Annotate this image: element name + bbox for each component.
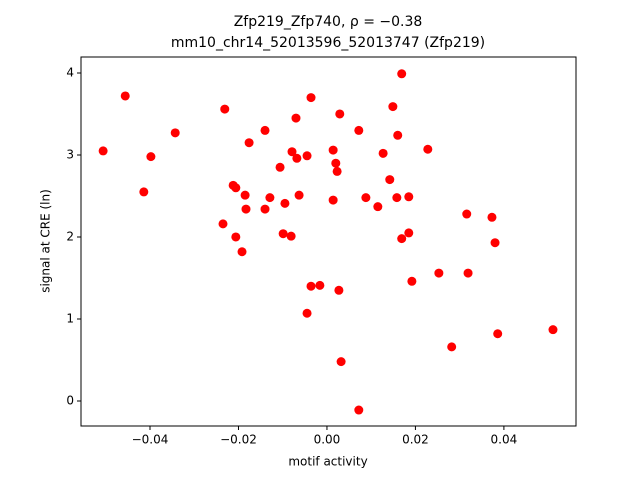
- point: [335, 109, 345, 119]
- y-tick-label: 0: [66, 393, 74, 407]
- point: [447, 342, 457, 352]
- point: [275, 162, 285, 172]
- y-axis-label: signal at CRE (ln): [39, 189, 53, 293]
- point: [463, 268, 473, 278]
- point: [336, 357, 346, 367]
- x-tick-label: −0.02: [220, 433, 257, 447]
- chart-subtitle: mm10_chr14_52013596_52013747 (Zfp219): [171, 35, 485, 51]
- point: [493, 329, 503, 339]
- point: [404, 192, 414, 202]
- point: [241, 204, 251, 214]
- point: [306, 93, 316, 103]
- plot-frame: [80, 56, 577, 427]
- point: [462, 209, 472, 219]
- point: [291, 113, 301, 123]
- point: [294, 190, 304, 200]
- point: [120, 91, 130, 101]
- point: [139, 187, 149, 197]
- point: [397, 234, 407, 244]
- point: [332, 166, 342, 176]
- point: [240, 190, 250, 200]
- point: [354, 405, 364, 415]
- point: [434, 268, 444, 278]
- point: [385, 175, 395, 185]
- point: [331, 158, 341, 168]
- point: [334, 285, 344, 295]
- point: [278, 229, 288, 239]
- y-tick-label: 4: [66, 65, 74, 79]
- point: [237, 247, 247, 257]
- point: [302, 151, 312, 161]
- point: [302, 308, 312, 318]
- point: [218, 219, 228, 229]
- y-tick-label: 3: [66, 147, 74, 161]
- point: [393, 130, 403, 140]
- point: [292, 153, 302, 163]
- y-tick-label: 1: [66, 311, 74, 325]
- x-tick-label: 0.00: [314, 433, 341, 447]
- point: [423, 144, 433, 154]
- point: [548, 325, 558, 335]
- chart-title: Zfp219_Zfp740, ρ = −0.38: [234, 14, 423, 30]
- point: [280, 198, 290, 208]
- point: [244, 138, 254, 148]
- x-tick-label: 0.02: [402, 433, 429, 447]
- point: [373, 202, 383, 212]
- point: [170, 128, 180, 138]
- point: [260, 125, 270, 135]
- x-tick-label: 0.04: [491, 433, 518, 447]
- point: [361, 193, 371, 203]
- point: [287, 147, 297, 157]
- point: [265, 193, 275, 203]
- point: [315, 280, 325, 290]
- x-tick-label: −0.04: [132, 433, 169, 447]
- y-tick-label: 2: [66, 229, 74, 243]
- point: [388, 102, 398, 112]
- point: [378, 148, 388, 158]
- point: [328, 145, 338, 155]
- point: [260, 204, 270, 214]
- point: [407, 276, 417, 286]
- point: [231, 232, 241, 242]
- point: [404, 228, 414, 238]
- x-axis-label: motif activity: [288, 455, 367, 469]
- point: [328, 195, 338, 205]
- point: [487, 212, 497, 222]
- point: [490, 238, 500, 248]
- point: [354, 125, 364, 135]
- point: [392, 193, 402, 203]
- point: [231, 183, 241, 193]
- point: [220, 104, 230, 114]
- point: [306, 281, 316, 291]
- point: [286, 231, 296, 241]
- point: [146, 152, 156, 162]
- point: [98, 146, 108, 156]
- point: [397, 69, 407, 79]
